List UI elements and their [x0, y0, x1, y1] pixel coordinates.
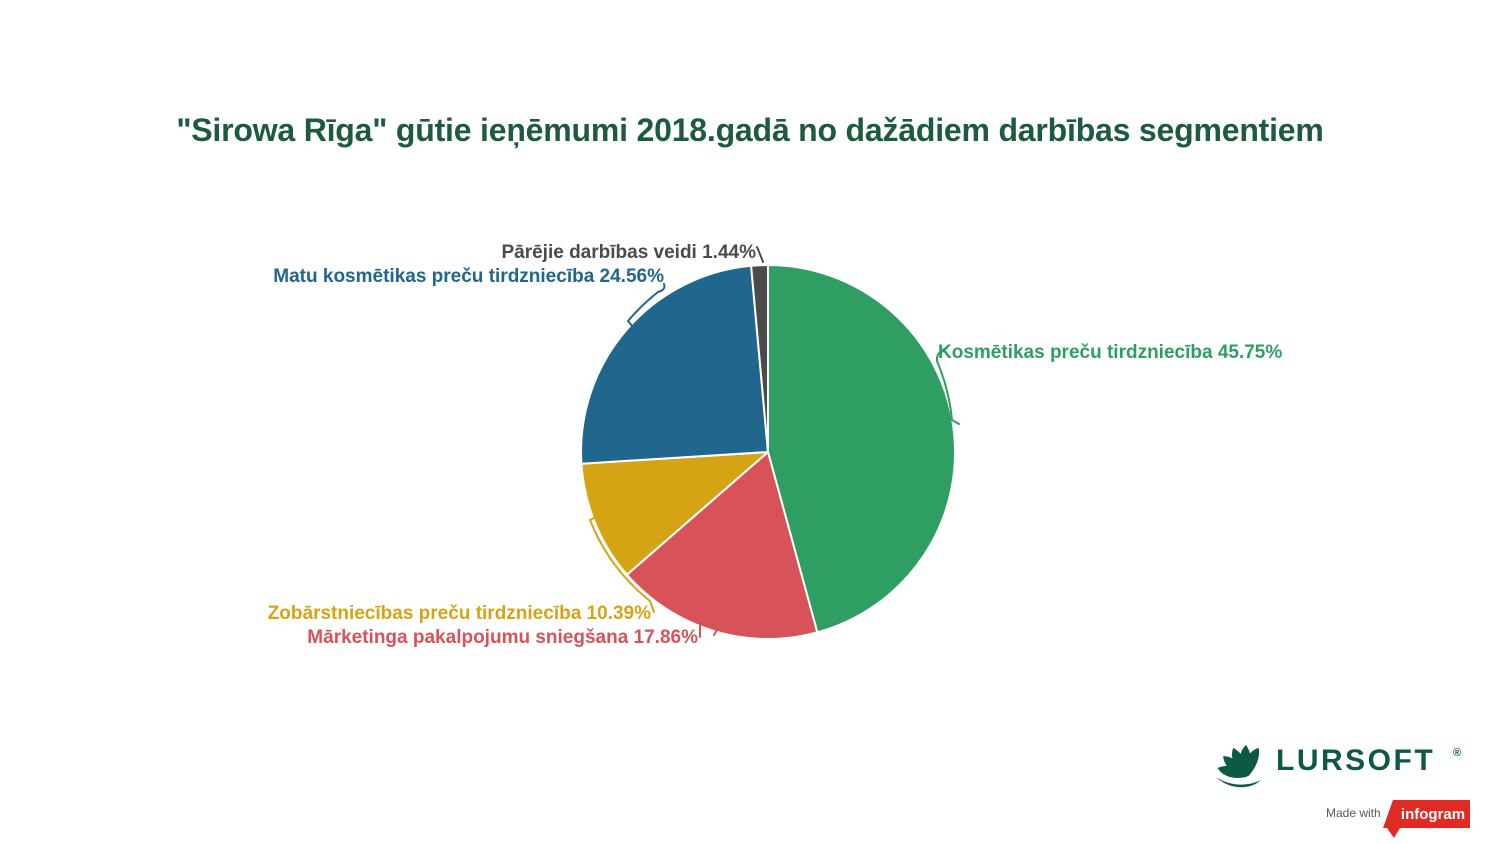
callout-zobarstniecibas-icon: [589, 515, 655, 613]
slice-label-parejie: Pārējie darbības veidi 1.44%: [501, 242, 756, 263]
callout-marketinga-icon: [699, 620, 719, 638]
registered-trademark-symbol: ®: [1453, 747, 1462, 759]
infogram-badge[interactable]: infogram: [1380, 797, 1474, 841]
slice-label-matu: Matu kosmētikas preču tirdzniecība 24.56…: [273, 266, 664, 287]
callout-matu-icon: [627, 283, 666, 328]
pie-slice-0[interactable]: [767, 264, 957, 634]
callout-lines: [589, 246, 960, 638]
slice-label-zobarstniecibas: Zobārstniecības preču tirdzniecība 10.39…: [267, 603, 651, 624]
slice-label-kosmetikas: Kosmētikas preču tirdzniecība 45.75%: [938, 342, 1283, 363]
pie-slice-1[interactable]: [625, 451, 819, 640]
lursoft-shell-icon: [1216, 745, 1261, 788]
made-with-label: Made with: [1326, 806, 1381, 820]
infogram-badge-shape[interactable]: [1383, 800, 1470, 838]
pie-slice-4[interactable]: [750, 264, 769, 453]
infogram-badge-label: infogram: [1401, 806, 1465, 823]
lursoft-logo-text: LURSOFT: [1276, 744, 1436, 777]
pie-slices: [580, 264, 957, 640]
pie-slice-3[interactable]: [580, 264, 769, 465]
callout-parejie-icon: [756, 246, 764, 263]
slice-label-marketinga: Mārketinga pakalpojumu sniegšana 17.86%: [307, 627, 698, 648]
chart-title: "Sirowa Rīga" gūtie ieņēmumi 2018.gadā n…: [176, 112, 1324, 148]
callout-kosmetikas-icon: [935, 347, 960, 425]
pie-slice-2[interactable]: [580, 451, 769, 576]
